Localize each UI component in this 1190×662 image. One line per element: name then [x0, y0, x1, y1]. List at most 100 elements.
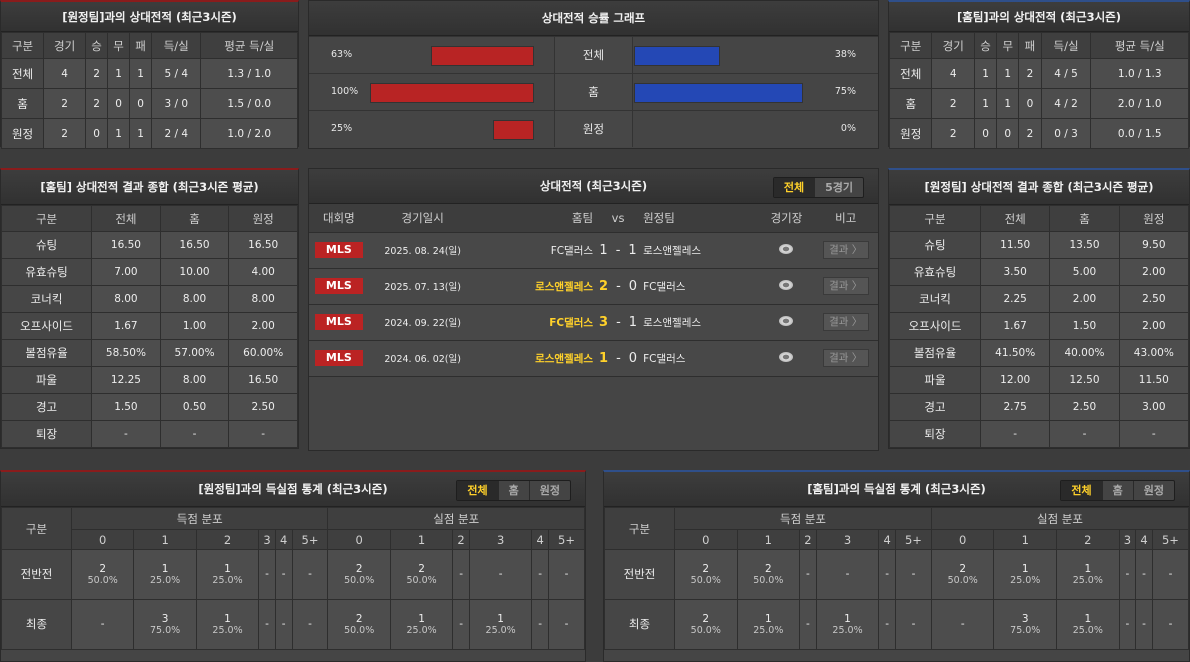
stadium-cell: [759, 231, 814, 269]
away-team[interactable]: FC댈러스: [637, 339, 760, 377]
distribution-cell: 1 25.0%: [195, 599, 260, 650]
away-team[interactable]: 로스앤젤레스: [637, 303, 760, 341]
group-header-row: 구분 득점 분포 실점 분포: [1, 507, 585, 550]
row-label: 전반전: [1, 549, 72, 600]
filter-tab-0[interactable]: 전체: [1061, 481, 1102, 500]
count: -: [960, 618, 965, 631]
table-row: 볼점유율 41.50% 40.00% 43.00%: [888, 339, 1190, 367]
league-cell: MLS: [309, 303, 369, 341]
table-cell: 1: [996, 88, 1020, 119]
distribution-cell: 1 25.0%: [389, 599, 454, 650]
percent: 50.0%: [690, 575, 721, 587]
column-header: 구분: [0, 205, 93, 232]
count: 1: [1021, 562, 1029, 575]
table-cell: 2.0 / 1.0: [1090, 88, 1189, 119]
match-row[interactable]: MLS 2024. 06. 02(일) 로스앤젤레스 1-0 FC댈러스 결과 〉: [309, 339, 878, 377]
bucket-header: 1: [133, 529, 197, 550]
bucket-header: 3: [258, 529, 276, 550]
filter-tab-1[interactable]: 홈: [1101, 481, 1133, 500]
away-score: 0: [628, 278, 638, 294]
panel-title: [원정팀] 상대전적 결과 종합 (최근3시즌 평균): [889, 170, 1189, 205]
stadium-icon[interactable]: [779, 315, 794, 326]
result-button[interactable]: 결과 〉: [822, 241, 869, 259]
distribution-cell: -: [274, 549, 293, 600]
away-team[interactable]: 로스앤젤레스: [637, 231, 760, 269]
count: 2: [702, 562, 710, 575]
table-cell: 8.00: [159, 366, 230, 394]
home-team[interactable]: 로스앤젤레스: [476, 267, 600, 305]
count: -: [1125, 618, 1130, 631]
column-header: 패: [1018, 32, 1042, 59]
table-cell: 0: [996, 118, 1020, 149]
row-label: 볼점유율: [888, 339, 982, 367]
filter-tab-0[interactable]: 전체: [773, 178, 815, 197]
table-cell: 3.00: [1118, 393, 1190, 421]
summary-table: 구분 전체 홈 원정 슈팅 11.50 13.50 9.50 유효슈팅 3.50 5.00 2.00 코…: [888, 205, 1190, 448]
filter-tab-1[interactable]: 홈: [497, 481, 529, 500]
result-button[interactable]: 결과 〉: [822, 349, 869, 367]
table-cell: 57.00%: [159, 339, 230, 367]
column-header: 홈: [1049, 205, 1120, 232]
stadium-cell: [759, 303, 814, 341]
label-header: 구분: [1, 507, 72, 550]
count: -: [281, 568, 286, 581]
column-header: 무: [107, 32, 131, 59]
note-cell: 결과 〉: [813, 267, 878, 305]
table-cell: 7.00: [91, 258, 161, 286]
distribution-cell: 2 50.0%: [70, 549, 135, 600]
graph-row: 25% 원정 0%: [309, 110, 878, 147]
match-table: 대회명 경기일시 홈팀 vs 원정팀 경기장 비고 MLS 2025. 08. 24(일) FC댈…: [309, 204, 878, 377]
column-header-stadium: 경기장: [759, 204, 814, 232]
count: -: [538, 618, 543, 631]
distribution-cell: -: [799, 599, 817, 650]
home-team[interactable]: 로스앤젤레스: [476, 339, 600, 377]
home-team[interactable]: FC댈러스: [476, 231, 600, 269]
bucket-header: 5+: [291, 529, 329, 550]
match-row[interactable]: MLS 2024. 09. 22(일) FC댈러스 3-1 로스앤젤레스 결과 〉: [309, 303, 878, 341]
table-row: 코너킥 2.25 2.00 2.50: [888, 285, 1190, 313]
graph-row: 63% 전체 38%: [309, 36, 878, 73]
bucket-header: 4: [1135, 529, 1153, 550]
result-button[interactable]: 결과 〉: [822, 313, 869, 331]
row-label: 퇴장: [0, 420, 93, 448]
home-team[interactable]: FC댈러스: [476, 303, 600, 341]
filter-tab-2[interactable]: 원정: [1132, 481, 1174, 500]
table-cell: 12.50: [1049, 366, 1120, 394]
graph-row-label: 홈: [554, 74, 633, 110]
distribution-cell: -: [1135, 599, 1153, 650]
home-score: 1: [599, 350, 609, 366]
bucket-header-row: 0 1 2 3 4 5+ 0 1 2 3 4 5+: [2, 529, 586, 550]
filter-tab-1[interactable]: 5경기: [814, 178, 863, 197]
filter-tab-2[interactable]: 원정: [528, 481, 570, 500]
bucket-header: 2: [1056, 529, 1120, 550]
match-row[interactable]: MLS 2025. 07. 13(일) 로스앤젤레스 2-0 FC댈러스 결과 〉: [309, 267, 878, 305]
row-label: 슈팅: [0, 231, 93, 259]
stadium-icon[interactable]: [779, 243, 794, 254]
away-team[interactable]: FC댈러스: [637, 267, 760, 305]
stadium-icon[interactable]: [779, 279, 794, 290]
league-badge: MLS: [314, 242, 363, 258]
filter-tab-0[interactable]: 전체: [457, 481, 498, 500]
distribution-cell: 2 50.0%: [674, 599, 738, 650]
match-date: 2024. 09. 22(일): [368, 303, 477, 341]
panel-title: 상대전적 (최근3시즌) 전체 5경기: [309, 169, 878, 204]
table-cell: 2: [43, 88, 87, 119]
result-button[interactable]: 결과 〉: [822, 277, 869, 295]
distribution-cell: -: [531, 599, 549, 650]
table-cell: 11.50: [1118, 366, 1190, 394]
match-row[interactable]: MLS 2025. 08. 24(일) FC댈러스 1-1 로스앤젤레스 결과 〉: [309, 231, 878, 269]
stadium-cell: [759, 267, 814, 305]
column-header: 득/실: [151, 32, 202, 59]
table-cell: 1: [996, 58, 1020, 89]
distribution-cell: 2 50.0%: [327, 549, 391, 600]
table-row: 퇴장 - - -: [888, 420, 1190, 448]
stadium-icon[interactable]: [779, 351, 794, 362]
table-cell: 2: [85, 88, 109, 119]
bucket-header: 3: [1118, 529, 1137, 550]
table-cell: 12.00: [980, 366, 1051, 394]
count: 2: [702, 612, 710, 625]
distribution-cell: -: [799, 549, 817, 600]
distribution-cell: -: [531, 549, 549, 600]
bucket-header: 1: [993, 529, 1058, 550]
distribution-cell: -: [878, 549, 896, 600]
